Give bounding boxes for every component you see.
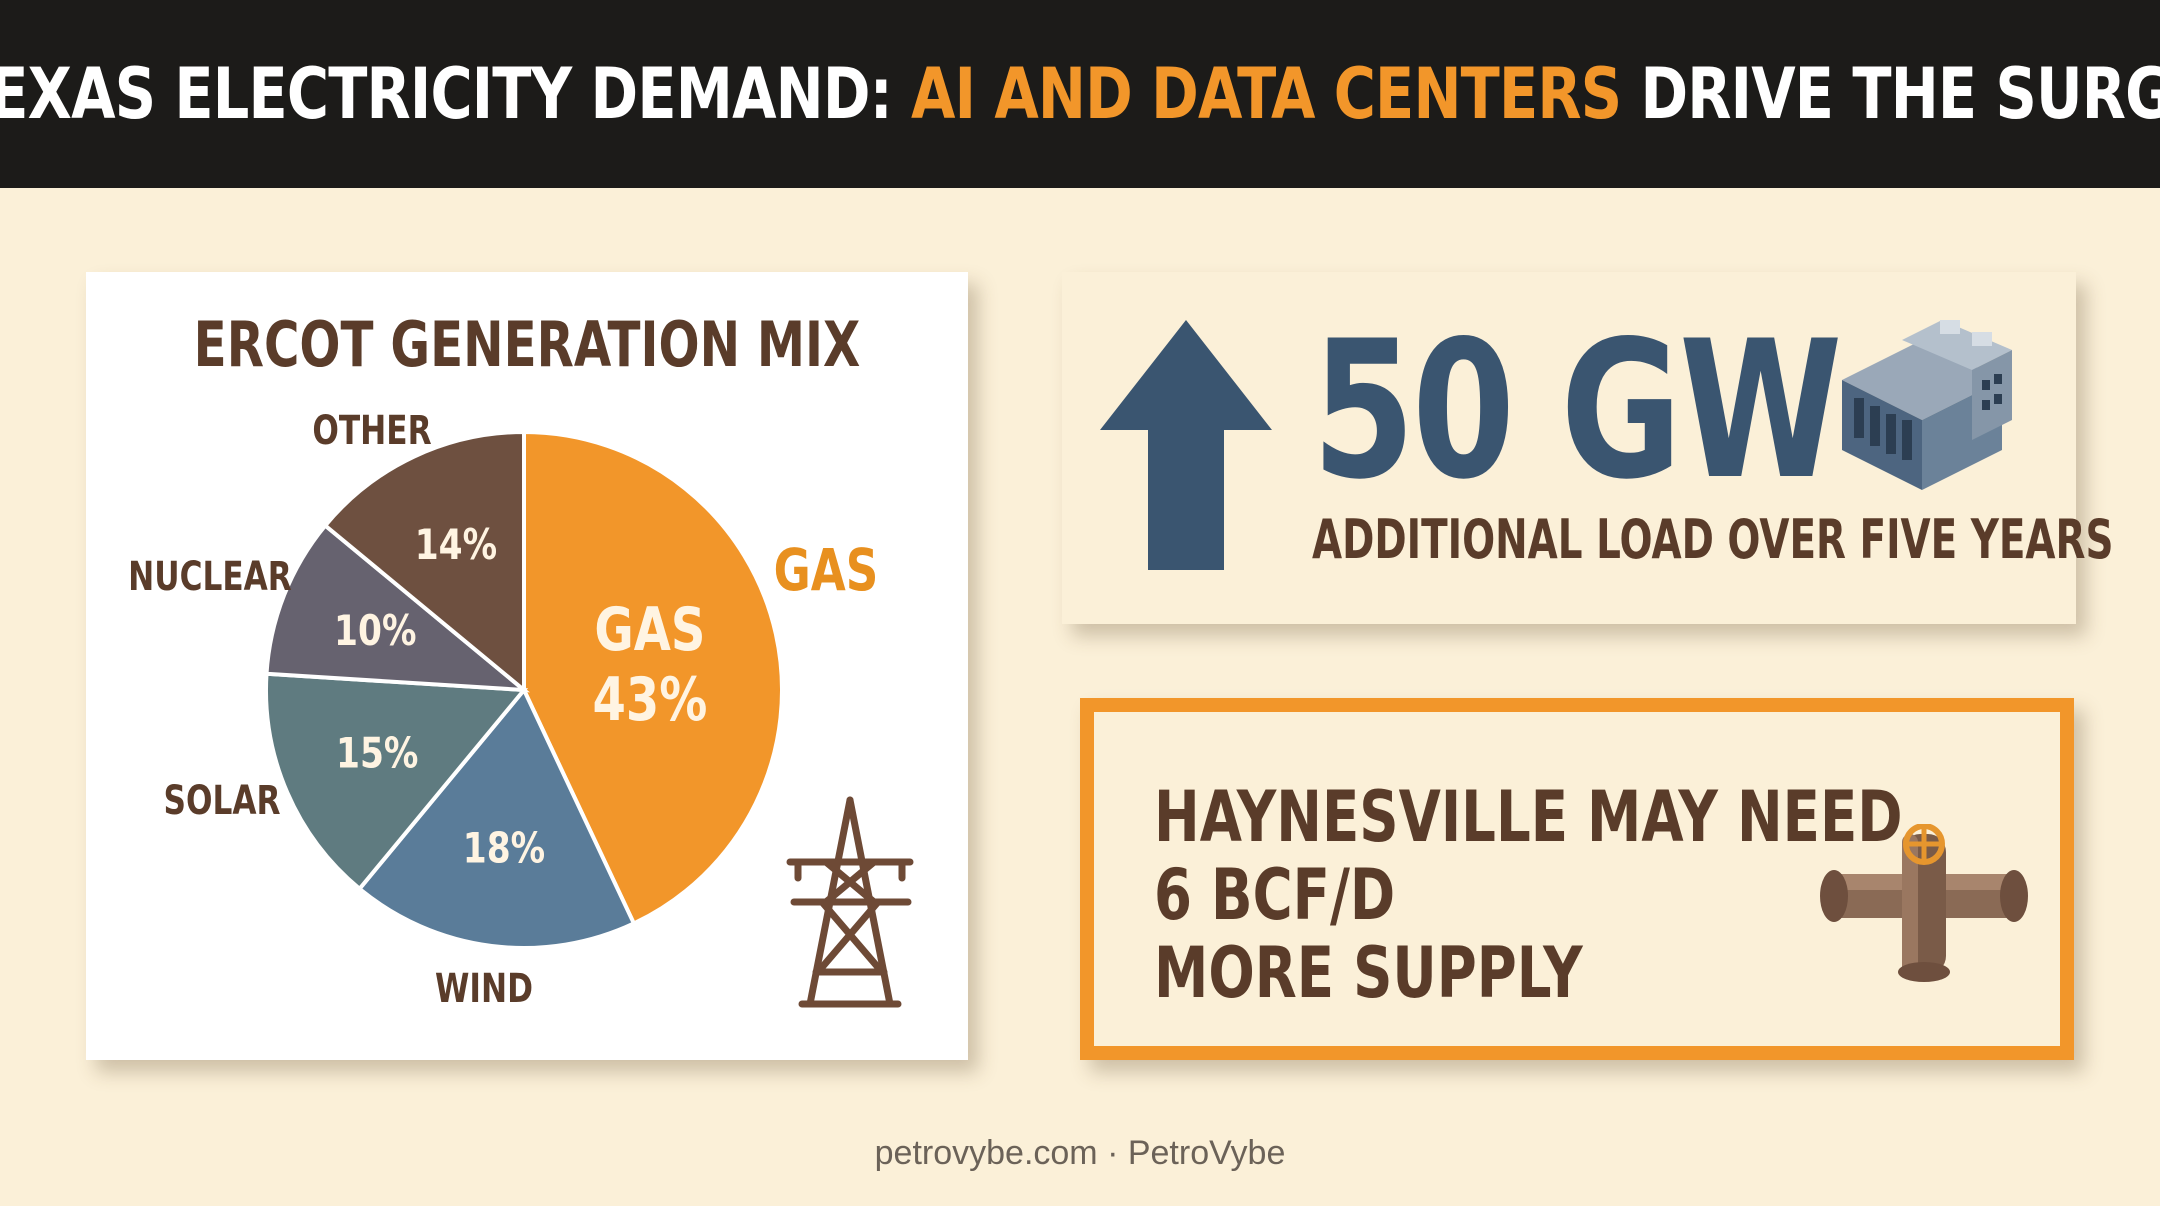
pie-chart: GAS43%GAS18%WIND15%SOLAR10%NUCLEAR14%OTH… bbox=[128, 408, 914, 1012]
page-title: TEXAS ELECTRICITY DEMAND: AI AND DATA CE… bbox=[0, 53, 2160, 135]
slice-value-nuclear: 10% bbox=[334, 607, 416, 656]
additional-load-card: 50 GW ADDITIONAL LOAD OVER FIVE YEARS bbox=[1062, 272, 2113, 624]
title-part-1: TEXAS ELECTRICITY DEMAND: bbox=[0, 53, 911, 135]
slice-value-solar: 15% bbox=[336, 729, 418, 778]
pie-slice-solar bbox=[264, 671, 529, 892]
load-value: 50 GW bbox=[1312, 300, 1842, 521]
slice-outer-label-wind: WIND bbox=[435, 966, 533, 1012]
supply-line-2: 6 BCF/D bbox=[1154, 854, 1396, 936]
header-bar: TEXAS ELECTRICITY DEMAND: AI AND DATA CE… bbox=[0, 0, 2160, 188]
slice-inner-label-gas: GAS bbox=[594, 595, 705, 665]
pie-slice-nuclear bbox=[264, 522, 531, 693]
data-center-icon bbox=[1842, 320, 2012, 490]
generation-mix-card: ERCOT GENERATION MIX GAS 43% GAS 18% WIND 15%… bbox=[86, 272, 968, 1060]
title-part-2: DRIVE THE SURGE bbox=[1620, 53, 2160, 135]
haynesville-supply-card: HAYNESVILLE MAY NEED 6 BCF/D MORE SUPPLY bbox=[1080, 698, 2074, 1060]
supply-line-1: HAYNESVILLE MAY NEED bbox=[1154, 776, 1903, 858]
pie-slice-other bbox=[322, 429, 526, 695]
title-highlight: AI AND DATA CENTERS bbox=[910, 53, 1622, 135]
slice-outer-label-solar: SOLAR bbox=[163, 778, 280, 824]
slice-value-other: 14% bbox=[415, 521, 497, 570]
chart-title: ERCOT GENERATION MIX bbox=[193, 308, 861, 381]
up-arrow-icon bbox=[1100, 320, 1272, 570]
slice-outer-label-other: OTHER bbox=[312, 408, 431, 454]
pie-slice-gas bbox=[522, 429, 784, 927]
transmission-tower-icon bbox=[786, 796, 914, 1008]
slice-outer-label-gas: GAS bbox=[774, 538, 879, 605]
slice-value-gas: 43% bbox=[592, 665, 707, 735]
supply-line-3: MORE SUPPLY bbox=[1154, 932, 1583, 1014]
pipe-valve-icon bbox=[1820, 824, 2028, 982]
slice-value-wind: 18% bbox=[463, 824, 545, 873]
footer-credit: petrovybe.com · PetroVybe bbox=[874, 1134, 1286, 1172]
slice-outer-label-nuclear: NUCLEAR bbox=[128, 554, 292, 600]
pie-slice-wind bbox=[356, 686, 637, 950]
load-description: ADDITIONAL LOAD OVER FIVE YEARS bbox=[1312, 508, 2114, 571]
